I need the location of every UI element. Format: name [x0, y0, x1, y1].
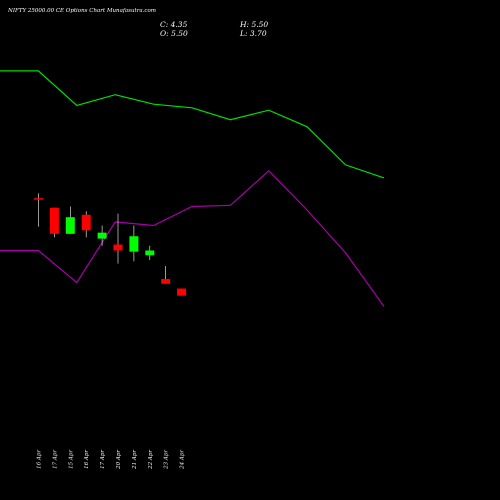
x-tick-label: 17 Apr	[52, 450, 58, 469]
candle-body	[129, 236, 139, 252]
candle-body	[177, 288, 187, 296]
open-readout: O: 5.50	[160, 29, 188, 38]
close-readout: C: 4.35	[160, 20, 188, 29]
x-tick-label: 24 Apr	[180, 450, 186, 470]
x-tick-label: 20 Apr	[116, 450, 122, 470]
x-tick-label: 17 Apr	[100, 450, 106, 469]
x-tick-label: 16 Apr	[84, 450, 90, 469]
candle-body	[49, 207, 59, 234]
candle-body	[161, 279, 171, 284]
high-readout: H: 5.50	[240, 20, 269, 29]
x-tick-label: 21 Apr	[132, 450, 138, 470]
x-tick-label: 16 Apr	[37, 450, 43, 469]
chart-title: NIFTY 25000.00 CE Options Chart Munafasu…	[8, 8, 157, 14]
candle-body	[34, 198, 43, 200]
candle-body	[81, 214, 91, 231]
candle-body	[113, 244, 123, 251]
x-tick-label: 15 Apr	[68, 450, 74, 469]
low-readout: L: 3.70	[240, 29, 267, 38]
x-tick-label: 23 Apr	[164, 450, 170, 470]
candle-body	[97, 232, 107, 239]
candle-body	[145, 250, 155, 256]
x-tick-label: 22 Apr	[148, 450, 154, 470]
candle-body	[65, 217, 75, 234]
lower-line-series	[0, 169, 385, 307]
upper-line-series	[0, 70, 385, 179]
